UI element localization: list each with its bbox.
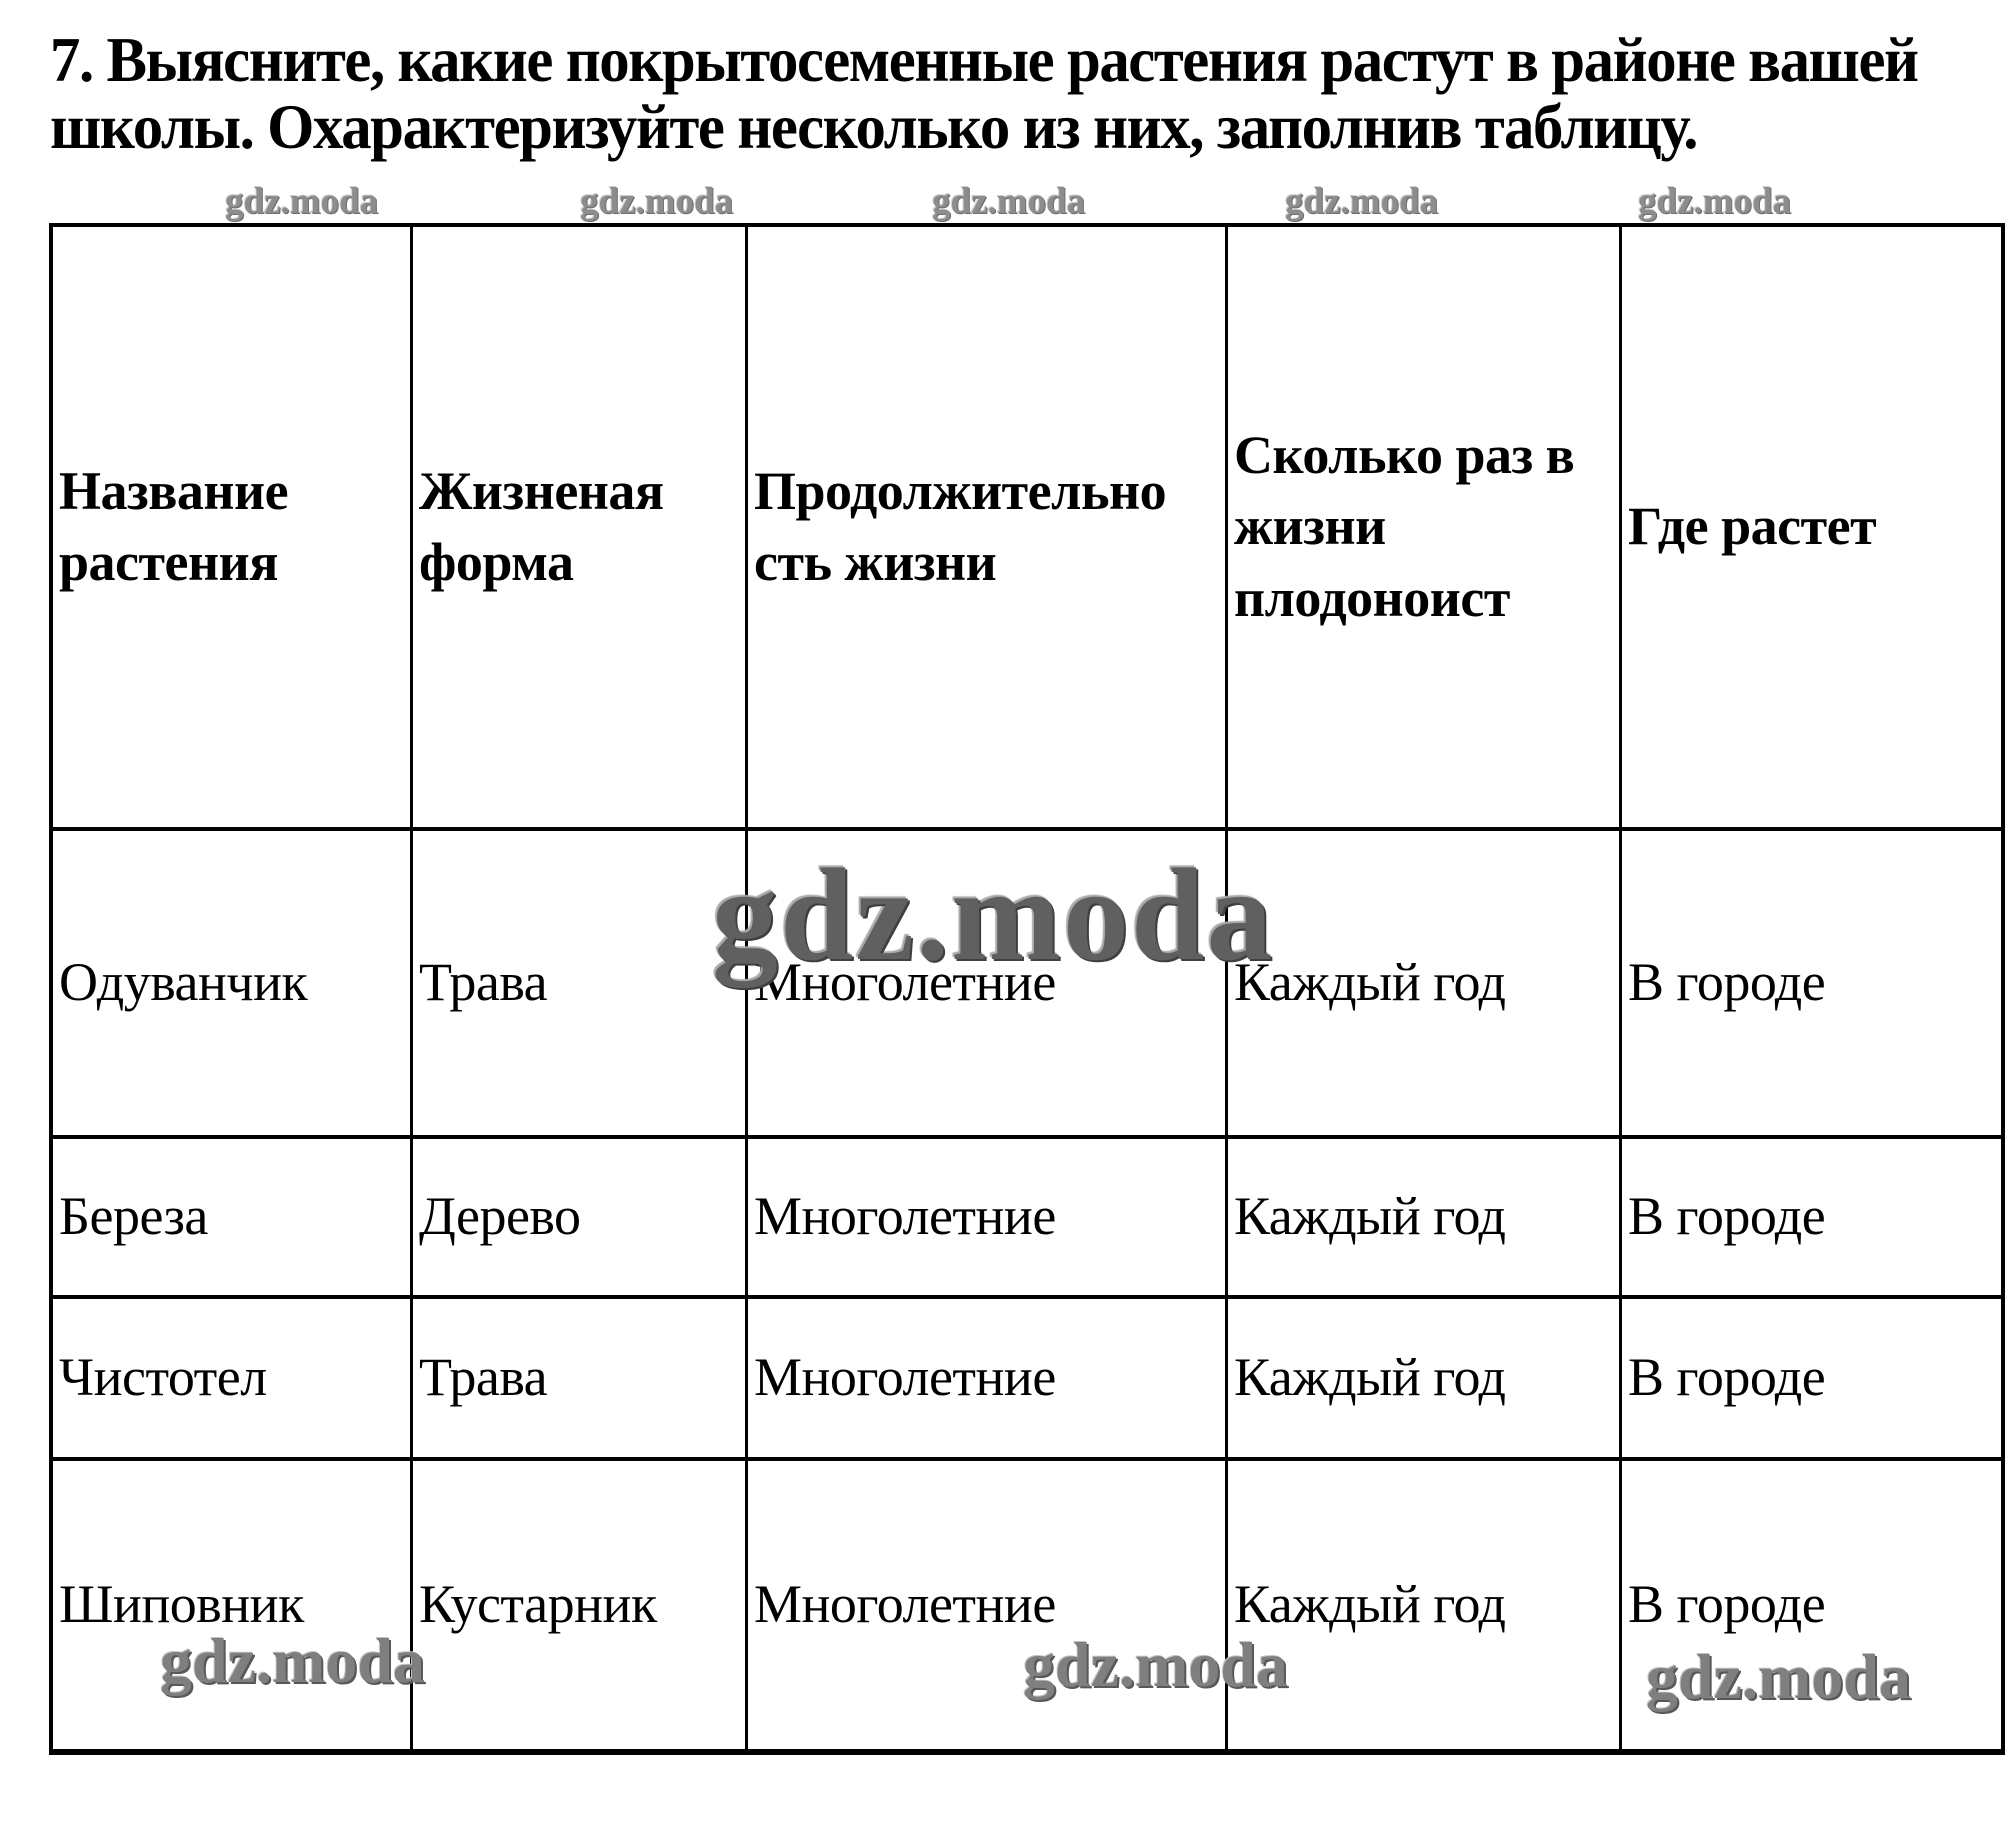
watermark-gdz-moda: gdz.moda xyxy=(932,181,1086,222)
table-cell: Каждый год xyxy=(1225,827,1619,1135)
header-life-form: Жизненая форма xyxy=(410,227,745,827)
table-cell: Каждый год xyxy=(1225,1295,1619,1457)
table-cell: Многолетние xyxy=(745,1295,1225,1457)
table-cell: В городе xyxy=(1619,827,2001,1135)
table-cell: Многолетние xyxy=(745,1135,1225,1295)
header-life-duration: Продолжительно сть жизни xyxy=(745,227,1225,827)
table-cell: Многолетние xyxy=(745,827,1225,1135)
table-cell: Трава xyxy=(410,1295,745,1457)
plants-table: Название растения Жизненая форма Продолж… xyxy=(49,223,2005,1755)
table-cell: Каждый год xyxy=(1225,1457,1619,1749)
table-cell: Кустарник xyxy=(410,1457,745,1749)
header-plant-name: Название растения xyxy=(59,460,289,592)
table-cell: Каждый год xyxy=(1225,1135,1619,1295)
watermark-gdz-moda: gdz.moda xyxy=(1638,181,1792,222)
table-cell: В городе xyxy=(1619,1295,2001,1457)
watermark-gdz-moda: gdz.moda xyxy=(1285,181,1439,222)
table-cell: Чистотел xyxy=(53,1295,410,1457)
table-cell: Трава xyxy=(410,827,745,1135)
page-title: 7. Выясните, какие покрытосеменные расте… xyxy=(50,24,1919,162)
table-cell: Одуванчик xyxy=(53,827,410,1135)
table-cell: В городе xyxy=(1619,1135,2001,1295)
table-cell: Дерево xyxy=(410,1135,745,1295)
header-fruiting-times: Сколько раз в жизни плодоноист xyxy=(1225,227,1619,827)
watermark-gdz-moda: gdz.moda xyxy=(580,181,734,222)
table-cell: Береза xyxy=(53,1135,410,1295)
watermark-gdz-moda: gdz.moda xyxy=(225,181,379,222)
table-cell: Шиповник xyxy=(53,1457,410,1749)
table-cell: В городе xyxy=(1619,1457,2001,1749)
header-where-grows: Где растет xyxy=(1619,227,2001,827)
table-cell: Многолетние xyxy=(745,1457,1225,1749)
